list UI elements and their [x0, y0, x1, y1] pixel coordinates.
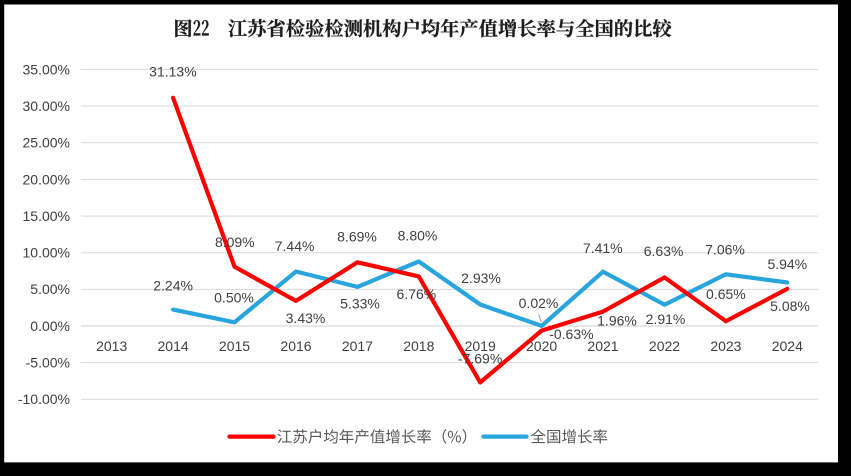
svg-text:7.44%: 7.44% [275, 238, 315, 254]
svg-text:2020: 2020 [526, 338, 557, 354]
svg-text:-10.00%: -10.00% [18, 391, 70, 407]
svg-text:2022: 2022 [649, 338, 680, 354]
svg-text:25.00%: 25.00% [23, 135, 70, 151]
svg-text:2014: 2014 [158, 338, 189, 354]
svg-text:35.00%: 35.00% [23, 61, 70, 77]
svg-text:-5.00%: -5.00% [26, 355, 70, 371]
svg-text:15.00%: 15.00% [23, 208, 70, 224]
svg-text:2.91%: 2.91% [646, 311, 686, 327]
svg-text:10.00%: 10.00% [23, 245, 70, 261]
svg-text:2016: 2016 [280, 338, 311, 354]
svg-text:2.93%: 2.93% [461, 270, 501, 286]
svg-text:2019: 2019 [465, 338, 496, 354]
svg-text:0.02%: 0.02% [519, 295, 559, 311]
svg-text:5.33%: 5.33% [340, 296, 380, 312]
svg-text:2021: 2021 [587, 338, 618, 354]
svg-text:0.50%: 0.50% [214, 290, 254, 306]
svg-text:1.96%: 1.96% [597, 313, 637, 329]
svg-text:2024: 2024 [772, 338, 803, 354]
svg-text:7.41%: 7.41% [583, 240, 623, 256]
svg-text:20.00%: 20.00% [23, 171, 70, 187]
svg-text:2013: 2013 [96, 338, 127, 354]
svg-text:3.43%: 3.43% [286, 310, 326, 326]
svg-text:5.00%: 5.00% [30, 281, 70, 297]
svg-text:2023: 2023 [710, 338, 741, 354]
svg-text:-7.69%: -7.69% [458, 350, 502, 366]
svg-text:6.76%: 6.76% [397, 286, 437, 302]
svg-text:5.08%: 5.08% [770, 298, 810, 314]
svg-text:30.00%: 30.00% [23, 98, 70, 114]
svg-text:2.24%: 2.24% [153, 278, 193, 294]
svg-text:6.63%: 6.63% [644, 243, 684, 259]
svg-text:7.06%: 7.06% [705, 242, 745, 258]
svg-text:2015: 2015 [219, 338, 250, 354]
svg-text:8.80%: 8.80% [398, 228, 438, 244]
svg-text:2018: 2018 [403, 338, 434, 354]
svg-text:31.13%: 31.13% [149, 63, 196, 79]
svg-text:5.94%: 5.94% [767, 256, 807, 272]
svg-text:2017: 2017 [342, 338, 373, 354]
svg-text:8.09%: 8.09% [215, 234, 255, 250]
svg-text:0.65%: 0.65% [706, 286, 746, 302]
svg-text:8.69%: 8.69% [337, 229, 377, 245]
svg-text:-0.63%: -0.63% [549, 326, 593, 342]
svg-text:0.00%: 0.00% [30, 318, 70, 334]
